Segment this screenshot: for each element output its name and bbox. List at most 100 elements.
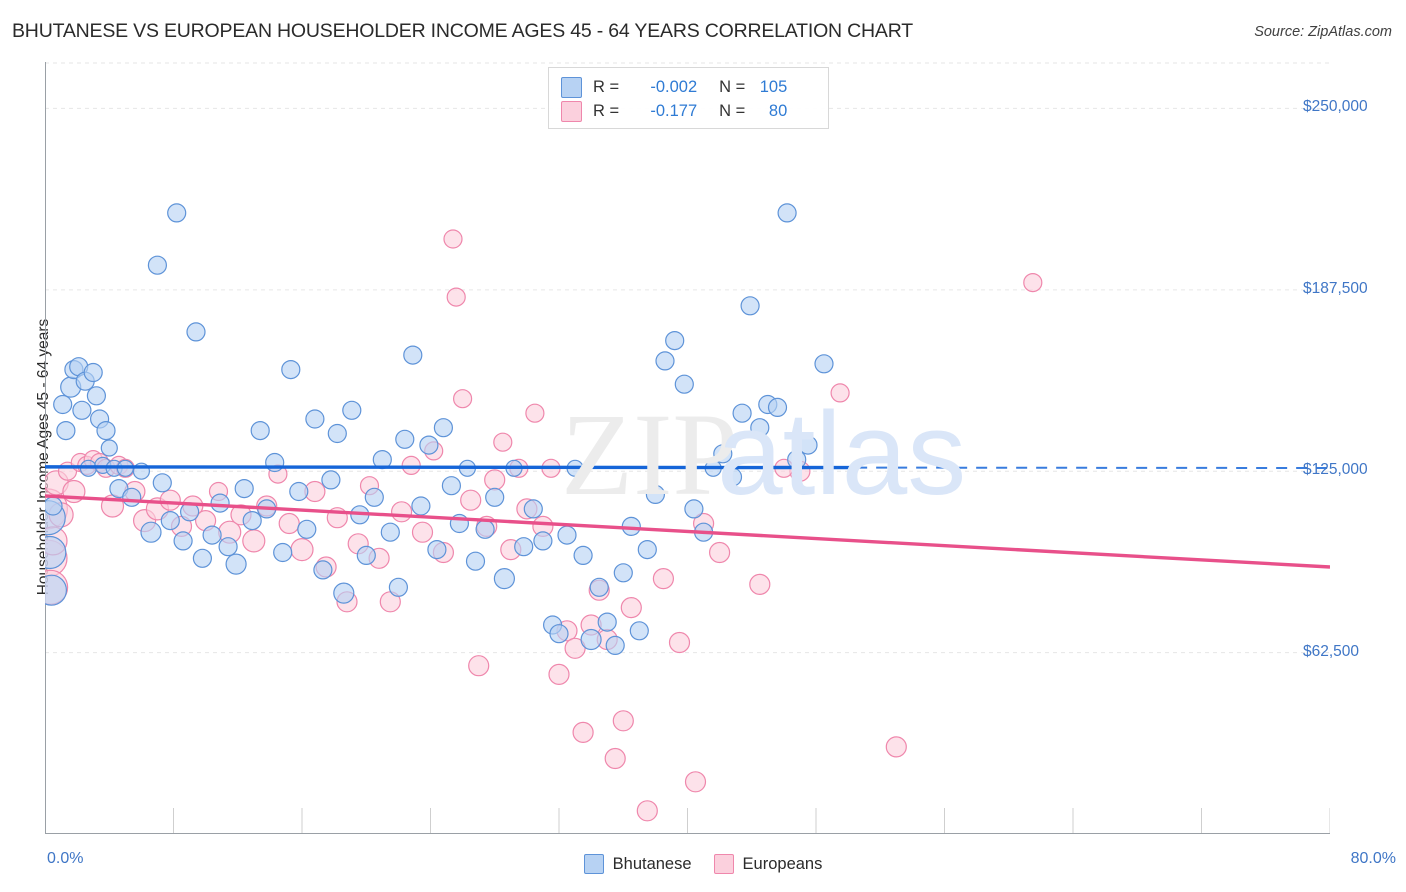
r-value-bhutanese: -0.002: [650, 77, 698, 96]
data-point: [655, 351, 675, 371]
data-point: [122, 487, 142, 507]
legend-item-europeans[interactable]: Europeans: [713, 854, 823, 874]
data-point: [419, 435, 439, 455]
data-point: [321, 470, 341, 490]
y-axis-tick-label: $250,000: [1303, 98, 1368, 116]
data-point: [140, 521, 162, 543]
n-value-europeans: 80: [768, 101, 788, 120]
x-axis-min-label: 0.0%: [47, 850, 84, 867]
data-point: [573, 545, 593, 565]
trendline-bhutanese: [45, 465, 857, 470]
n-label-bhutanese: N =: [719, 77, 746, 96]
data-point: [612, 710, 634, 732]
data-point: [433, 418, 453, 438]
data-point: [674, 374, 694, 394]
data-point: [281, 360, 301, 380]
series-points-europeans: [45, 229, 1043, 822]
r-label-europeans: R =: [593, 101, 620, 120]
data-point: [523, 499, 543, 519]
legend-label-europeans: Europeans: [742, 854, 823, 873]
data-point: [273, 542, 293, 563]
data-point: [83, 362, 103, 383]
data-point: [636, 800, 658, 822]
data-point: [465, 551, 486, 571]
data-point: [160, 511, 180, 531]
data-point: [525, 403, 545, 423]
data-point: [173, 531, 193, 551]
legend-item-bhutanese[interactable]: Bhutanese: [583, 854, 692, 874]
y-axis-tick-label: $187,500: [1303, 279, 1368, 297]
legend-label-bhutanese: Bhutanese: [612, 854, 692, 873]
data-point: [684, 499, 704, 519]
data-point: [225, 553, 247, 575]
data-point: [250, 421, 270, 441]
data-point: [777, 203, 797, 223]
y-axis-tick-label: $125,000: [1303, 461, 1368, 479]
x-axis-max-label: 80.0%: [1350, 850, 1396, 867]
data-point: [159, 489, 181, 511]
data-point: [475, 519, 495, 539]
data-point: [580, 628, 602, 651]
data-point: [210, 493, 230, 513]
data-point: [549, 624, 569, 644]
data-point: [242, 511, 262, 531]
stats-legend: R = -0.002 N = 105 R = -0.177 N = 80: [548, 67, 829, 129]
data-point: [468, 655, 490, 677]
legend-color-bhutanese: [583, 854, 604, 874]
data-point: [313, 560, 333, 580]
data-point: [364, 487, 384, 507]
data-point: [750, 418, 770, 438]
data-point: [597, 612, 617, 632]
n-label-europeans: N =: [719, 101, 746, 120]
series-legend: Bhutanese Europeans: [0, 854, 1406, 874]
data-point: [202, 525, 222, 545]
data-point: [45, 535, 67, 570]
data-point: [652, 567, 675, 590]
data-point: [645, 484, 666, 504]
data-point: [605, 635, 625, 656]
data-point: [713, 444, 733, 464]
data-point: [708, 541, 731, 564]
data-point: [493, 567, 515, 590]
scatter-plot-svg: [45, 62, 1330, 834]
series-points-bhutanese: [45, 203, 834, 656]
data-point: [548, 663, 570, 686]
data-point: [147, 255, 168, 275]
data-point: [427, 540, 447, 560]
data-point: [86, 386, 107, 406]
data-point: [403, 345, 423, 365]
data-point: [485, 487, 505, 507]
page-title: BHUTANESE VS EUROPEAN HOUSEHOLDER INCOME…: [12, 20, 913, 42]
data-point: [572, 721, 594, 744]
plot-area: ZIP atlas: [45, 62, 1330, 834]
data-point: [380, 522, 400, 542]
data-point: [1023, 273, 1043, 293]
data-point: [186, 322, 206, 342]
data-point: [401, 455, 421, 475]
y-axis-tick-label: $62,500: [1303, 642, 1360, 660]
data-point: [441, 476, 461, 496]
data-point: [749, 573, 771, 596]
data-point: [278, 512, 300, 535]
data-point: [767, 397, 788, 417]
data-point: [391, 501, 413, 523]
legend-swatch-bhutanese: [561, 76, 582, 98]
data-point: [305, 409, 325, 429]
data-point: [289, 481, 309, 502]
data-point: [388, 577, 408, 597]
data-point: [45, 496, 63, 516]
data-point: [460, 489, 482, 511]
data-point: [814, 354, 834, 374]
data-point: [620, 596, 642, 619]
data-point: [589, 577, 609, 597]
data-point: [493, 432, 513, 452]
data-point: [167, 203, 187, 223]
data-point: [514, 537, 534, 557]
data-point: [234, 479, 254, 499]
data-point: [885, 736, 907, 758]
data-point: [297, 519, 317, 539]
data-point: [684, 771, 707, 793]
data-point: [668, 631, 691, 654]
data-point: [333, 582, 355, 604]
